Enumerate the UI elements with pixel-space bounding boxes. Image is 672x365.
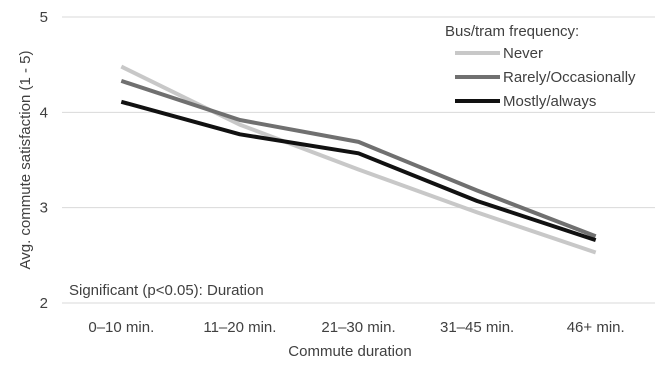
legend-entry-label: Rarely/Occasionally [503,69,636,86]
legend-entry-label: Never [503,45,543,62]
x-tick-label: 0–10 min. [88,319,154,336]
legend-title: Bus/tram frequency: [445,23,579,40]
x-axis-title: Commute duration [288,343,411,360]
gridlines [62,16,655,304]
y-axis-title: Avg. commute satisfaction (1 - 5) [17,51,34,270]
series-line-1 [120,79,597,239]
y-tick-label: 2 [40,295,48,312]
series-line-2 [120,99,597,242]
x-tick-label: 21–30 min. [321,319,395,336]
y-tick-label: 4 [40,104,48,121]
legend-entry-label: Mostly/always [503,93,596,110]
y-axis-ticks: 2 3 4 5 [40,9,48,312]
x-axis-ticks: 0–10 min. 11–20 min. 21–30 min. 31–45 min. 4… [88,319,624,336]
series-lines [120,64,597,255]
x-tick-label: 11–20 min. [203,319,276,336]
y-tick-label: 5 [40,9,48,26]
x-tick-label: 31–45 min. [440,319,514,336]
significance-annotation: Significant (p<0.05): Duration [69,282,264,299]
legend: Bus/tram frequency: Never Rarely/Occasion… [445,23,636,110]
x-tick-label: 46+ min. [567,319,625,336]
y-tick-label: 3 [40,200,48,217]
